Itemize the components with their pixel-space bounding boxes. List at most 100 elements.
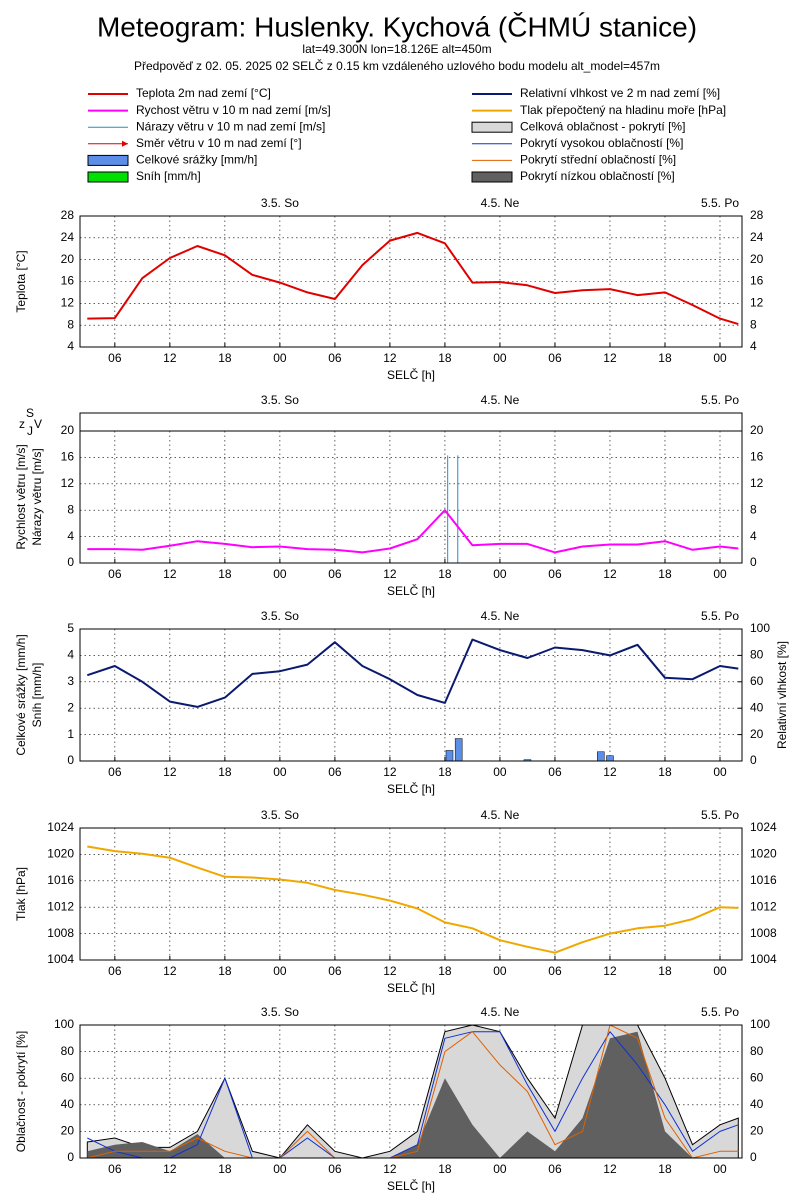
x-tick-label: 00 [493, 964, 507, 978]
legend-label: Nárazy větru v 10 m nad zemí [m/s] [136, 119, 325, 133]
x-tick-label: 06 [108, 964, 122, 978]
x-tick-label: 00 [493, 351, 507, 365]
compass-label: S [26, 406, 34, 420]
day-label: 3.5. So [261, 1005, 299, 1019]
y-tick-label-right: 1008 [750, 926, 777, 940]
y-tick-label: 1004 [47, 952, 74, 966]
y-tick-label: 0 [67, 1150, 74, 1164]
panel: 06 12 18 00 06 12 18 00 06 12 18 003.5. So 4.5. Ne 5.… [14, 1005, 770, 1193]
series-group [86, 1024, 739, 1159]
day-label: 4.5. Ne [481, 196, 520, 210]
series-group [87, 231, 739, 326]
x-tick-label: 18 [218, 964, 232, 978]
series-line [87, 1031, 739, 1159]
day-label: 5.5. Po [701, 808, 739, 822]
x-tick-label: 12 [163, 351, 177, 365]
legend-label: Rychost větru v 10 m nad zemí [m/s] [136, 103, 331, 117]
plot-frame [79, 827, 743, 961]
y-tick-label-right: 20 [750, 1124, 764, 1138]
x-tick-label: 06 [548, 1162, 562, 1176]
y2-tick-label: 0 [750, 753, 757, 767]
plot-area [80, 828, 742, 960]
series-group [87, 455, 739, 563]
legend-label: Celkové srážky [mm/h] [136, 153, 257, 167]
legend-label: Celková oblačnost - pokrytí [%] [520, 119, 685, 133]
y-tick-label: 4 [67, 339, 74, 353]
x-tick-label: 12 [603, 567, 617, 581]
x-tick-label: 00 [713, 1162, 727, 1176]
y-tick-label: 16 [61, 274, 75, 288]
x-tick-label: 18 [658, 567, 672, 581]
legend-arrowhead [122, 140, 128, 147]
x-tick-label: 18 [658, 964, 672, 978]
y-tick-label: 1 [67, 727, 74, 741]
y2-tick-label: 20 [750, 727, 764, 741]
compass-label: J [27, 424, 33, 438]
panel: 06 12 18 00 06 12 18 00 06 12 18 003.5. So 4.5. Ne 5.… [14, 808, 777, 995]
y-tick-label: 8 [67, 502, 74, 516]
y-tick-label-right: 40 [750, 1097, 764, 1111]
y2-tick-label: 100 [750, 621, 770, 635]
x-tick-label: 12 [603, 1162, 617, 1176]
series-group [87, 845, 739, 954]
plot-frame [79, 215, 743, 348]
x-tick-label: 00 [273, 351, 287, 365]
x-axis-label: SELČ [h] [387, 1178, 435, 1193]
y-tick-label: 20 [61, 423, 75, 437]
forecast-note: Předpověď z 02. 05. 2025 02 SELČ z 0.15 … [134, 58, 660, 73]
y-tick-label-right: 1020 [750, 847, 777, 861]
y-axis-label: Celkové srážky [mm/h] [14, 634, 28, 755]
day-label: 5.5. Po [701, 196, 739, 210]
y-axis-label: Nárazy větru [m/s] [30, 448, 44, 545]
x-tick-label: 00 [713, 964, 727, 978]
plot-frame [79, 412, 743, 564]
day-label: 3.5. So [261, 808, 299, 822]
y-tick-label: 12 [61, 476, 75, 490]
legend-swatch [87, 154, 129, 166]
x-tick-label: 12 [383, 964, 397, 978]
x-axis-label: SELČ [h] [387, 367, 435, 382]
bar [445, 750, 454, 762]
day-label: 3.5. So [261, 609, 299, 623]
day-label: 4.5. Ne [481, 1005, 520, 1019]
y2-tick-label: 80 [750, 648, 764, 662]
y-tick-label: 40 [61, 1097, 75, 1111]
x-tick-label: 06 [108, 567, 122, 581]
legend-label: Sníh [mm/h] [136, 169, 201, 183]
y2-axis-label: Relativní vlhkost [%] [775, 641, 789, 749]
x-tick-label: 06 [548, 351, 562, 365]
y-tick-label: 60 [61, 1070, 75, 1084]
series-group [86, 638, 739, 762]
x-tick-label: 06 [328, 964, 342, 978]
series-line [87, 509, 739, 554]
x-tick-label: 12 [383, 351, 397, 365]
y-tick-label: 1024 [47, 820, 74, 834]
y-tick-label: 3 [67, 674, 74, 688]
y-tick-label: 80 [61, 1044, 75, 1058]
y-tick-label-right: 8 [750, 502, 757, 516]
y2-tick-label: 40 [750, 700, 764, 714]
x-tick-label: 00 [713, 351, 727, 365]
y-tick-label-right: 80 [750, 1044, 764, 1058]
series-line [87, 231, 739, 326]
y-tick-label: 16 [61, 450, 75, 464]
x-tick-label: 18 [218, 765, 232, 779]
title: Meteogram: Huslenky. Kychová (ČHMÚ stani… [97, 11, 697, 42]
plot-frame [79, 1024, 743, 1159]
x-tick-label: 06 [548, 765, 562, 779]
y-tick-label-right: 1004 [750, 952, 777, 966]
y-axis-label: Oblačnost - pokrytí [%] [14, 1031, 28, 1152]
series-area [86, 1024, 739, 1159]
x-tick-label: 12 [163, 1162, 177, 1176]
x-tick-label: 12 [603, 765, 617, 779]
x-tick-label: 12 [603, 964, 617, 978]
x-tick-label: 18 [218, 351, 232, 365]
y-tick-label-right: 0 [750, 555, 757, 569]
x-axis-label: SELČ [h] [387, 583, 435, 598]
day-label: 3.5. So [261, 393, 299, 407]
y-tick-label-right: 12 [750, 296, 764, 310]
x-tick-label: 12 [163, 567, 177, 581]
x-axis-label: SELČ [h] [387, 781, 435, 796]
y-tick-label-right: 60 [750, 1070, 764, 1084]
